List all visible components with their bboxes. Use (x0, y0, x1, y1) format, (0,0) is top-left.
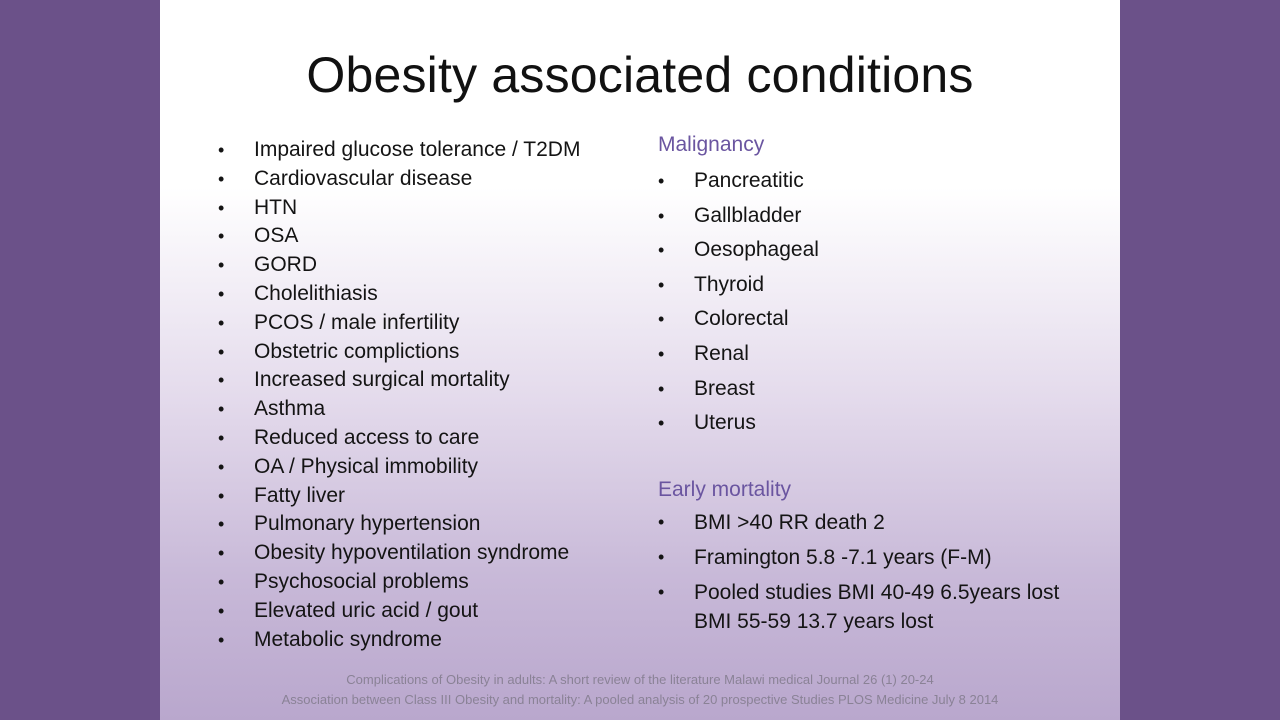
bullet-icon: • (218, 456, 225, 477)
list-item: • Psychosocial problems (218, 568, 580, 597)
list-item: • Reduced access to care (218, 424, 580, 453)
list-item: • Fatty liver (218, 482, 580, 511)
reference-line: Complications of Obesity in adults: A sh… (346, 672, 934, 687)
bullet-icon: • (658, 205, 665, 226)
bullet-icon: • (658, 378, 665, 399)
list-item-text: Renal (694, 341, 749, 365)
bullet-icon: • (218, 312, 225, 333)
bullet-icon: • (218, 629, 225, 650)
list-item-text: Increased surgical mortality (254, 368, 510, 392)
list-item: • Oesophageal (658, 233, 819, 268)
references: Complications of Obesity in adults: A sh… (160, 670, 1120, 710)
list-item-text: Uterus (694, 411, 756, 435)
list-item: • GORD (218, 251, 580, 280)
bullet-icon: • (218, 427, 225, 448)
list-item-text: Impaired glucose tolerance / T2DM (254, 138, 581, 161)
list-item-text: Pancreatitic (694, 169, 804, 192)
list-item: • Asthma (218, 395, 580, 424)
bullet-icon: • (218, 283, 225, 304)
bullet-icon: • (658, 274, 665, 295)
list-item-text: Colorectal (694, 307, 789, 331)
list-item: • Increased surgical mortality (218, 366, 580, 395)
bullet-icon: • (218, 341, 225, 362)
list-item-text: Elevated uric acid / gout (254, 598, 479, 622)
list-item: • Elevated uric acid / gout (218, 597, 580, 626)
list-item: • HTN (218, 194, 580, 223)
list-item-text: Psychosocial problems (254, 569, 469, 593)
bullet-icon: • (658, 309, 665, 330)
list-item-text: Framington 5.8 -7.1 years (F-M) (694, 546, 992, 569)
list-item-text: Pooled studies BMI 40-49 6.5years lost (694, 581, 1060, 604)
conditions-list: • Impaired glucose tolerance / T2DM • Card… (218, 136, 581, 655)
list-item-text: Asthma (254, 397, 326, 421)
list-item: • Renal (658, 337, 819, 372)
list-item-text: GORD (254, 253, 317, 277)
list-item: • Thyroid (658, 268, 819, 303)
bullet-icon: • (658, 582, 665, 602)
list-item-text: Fatty liver (254, 483, 346, 507)
bullet-icon: • (218, 600, 225, 621)
list-item-text: PCOS / male infertility (254, 310, 460, 334)
bullet-icon: • (658, 343, 665, 364)
bullet-icon: • (658, 547, 665, 567)
bullet-icon: • (218, 543, 225, 564)
bullet-icon: • (218, 399, 225, 420)
bullet-icon: • (218, 168, 225, 189)
bullet-icon: • (218, 485, 225, 506)
list-item: • PCOS / male infertility (218, 309, 580, 338)
malignancy-heading: Malignancy (658, 133, 765, 156)
list-item-text: HTN (254, 195, 298, 219)
list-item-text: Obstetric complictions (254, 339, 460, 363)
bullet-icon: • (658, 171, 665, 191)
list-item-text: Pulmonary hypertension (254, 512, 481, 536)
bullet-icon: • (218, 514, 225, 535)
list-item: • Pooled studies BMI 40-49 6.5years lost B… (658, 578, 1060, 636)
list-item: • Uterus (658, 406, 819, 441)
bullet-icon: • (218, 140, 225, 160)
bullet-icon: • (218, 226, 225, 247)
list-item-text-continued: BMI 55-59 13.7 years lost (694, 610, 934, 633)
bullet-icon: • (658, 413, 665, 434)
early-mortality-heading: Early mortality (658, 478, 792, 501)
list-item: • Impaired glucose tolerance / T2DM (218, 136, 581, 165)
list-item: • Breast (658, 372, 819, 407)
list-item-text: Cardiovascular disease (254, 166, 473, 190)
list-item-text: BMI >40 RR death 2 (694, 511, 885, 534)
early-mortality-list: • BMI >40 RR death 2 • Framington 5.8 -7.1… (658, 508, 1060, 642)
list-item-text: Oesophageal (694, 238, 819, 262)
malignancy-list: • Pancreatitic • Gallbladder • Oesophageal … (658, 164, 819, 441)
list-item: • Pancreatitic (658, 164, 819, 199)
list-item-text: Gallbladder (694, 203, 802, 227)
list-item: • Pulmonary hypertension (218, 510, 580, 539)
list-item: • OSA (218, 222, 580, 251)
list-item-text: OSA (254, 224, 299, 248)
list-item-text: OA / Physical immobility (254, 454, 479, 478)
list-item: • Framington 5.8 -7.1 years (F-M) (658, 543, 1059, 572)
bullet-icon: • (658, 240, 665, 261)
list-item: • Metabolic syndrome (218, 626, 580, 655)
bullet-icon: • (218, 255, 225, 276)
slide: Obesity associated conditions • Impaired … (160, 0, 1120, 720)
reference-line: Association between Class III Obesity an… (281, 692, 999, 707)
list-item: • Gallbladder (658, 199, 819, 234)
list-item: • OA / Physical immobility (218, 453, 580, 482)
bullet-icon: • (218, 370, 225, 391)
bullet-icon: • (218, 197, 225, 218)
bullet-icon: • (658, 512, 665, 532)
list-item-text: Reduced access to care (254, 425, 480, 449)
slide-title: Obesity associated conditions (306, 47, 974, 103)
list-item-text: Obesity hypoventilation syndrome (254, 541, 570, 565)
list-item-text: Breast (694, 376, 755, 400)
list-item-text: Thyroid (694, 272, 765, 296)
list-item: • Obesity hypoventilation syndrome (218, 539, 580, 568)
list-item: • Cardiovascular disease (218, 165, 580, 194)
bullet-icon: • (218, 571, 225, 592)
list-item-text: Metabolic syndrome (254, 627, 442, 651)
list-item-text: Cholelithiasis (254, 281, 378, 305)
list-item: • Cholelithiasis (218, 280, 580, 309)
list-item: • Colorectal (658, 302, 819, 337)
list-item: • Obstetric complictions (218, 338, 580, 367)
list-item: • BMI >40 RR death 2 (658, 508, 1059, 537)
